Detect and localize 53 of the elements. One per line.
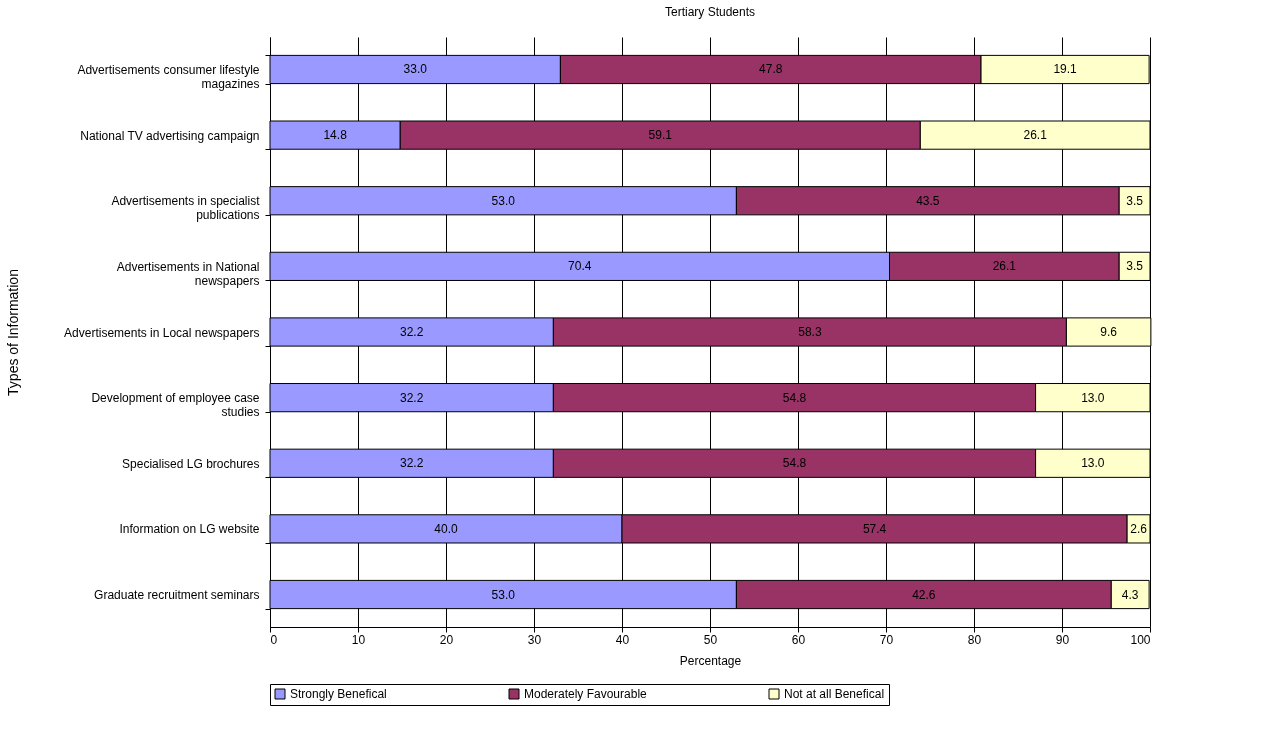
y-axis-title: Types of Information [4,269,21,396]
x-tick-label: 0 [270,632,278,647]
data-label: 3.5 [1126,193,1144,208]
data-label: 59.1 [648,128,673,143]
data-label: 54.8 [782,390,807,405]
data-label: 57.4 [862,521,887,536]
chart-title: Tertiary Students [664,5,756,19]
data-label: 53.0 [491,193,516,208]
data-label: 2.6 [1130,521,1148,536]
x-tick-label: 60 [791,632,806,647]
data-label: 42.6 [912,587,936,602]
data-label: 33.0 [403,62,428,77]
data-label: 70.4 [568,259,592,274]
x-tick-label: 20 [439,632,454,647]
x-tick-label: 70 [879,632,894,647]
data-label: 53.0 [491,587,516,602]
x-tick-label: 10 [351,632,366,647]
y-tick-label: Advertisements in Local newspapers [64,325,260,340]
legend-label: Not at all Benefical [784,687,885,701]
x-tick-label: 80 [967,632,982,647]
data-label: 32.2 [400,456,424,471]
data-label: 40.0 [434,521,458,536]
data-label: 47.8 [759,62,783,77]
legend-label: Strongly Benefical [290,687,387,701]
data-label: 32.2 [400,325,424,339]
data-label: 43.5 [916,193,940,208]
data-label: 58.3 [798,325,822,339]
legend-label: Moderately Favourable [524,687,648,701]
y-tick-label: National TV advertising campaign [80,128,260,143]
x-tick-label: 100 [1130,632,1151,647]
y-tick-label: Advertisements consumer lifestyle magazines [77,62,260,91]
data-label: 26.1 [1023,128,1048,143]
y-tick-label: Information on LG website [119,522,260,537]
y-tick-label: Development of employee case studies [91,391,260,420]
y-tick-label: Advertisements in specialist publications [111,194,261,223]
data-label: 3.5 [1126,259,1144,274]
x-axis-title: Percentage [679,653,742,668]
y-tick-label: Specialised LG brochures [122,456,260,471]
data-label: 14.8 [323,128,348,143]
data-label: 13.0 [1081,390,1105,405]
data-label: 9.6 [1100,325,1118,339]
y-tick-label: Graduate recruitment seminars [94,588,260,603]
data-label: 13.0 [1081,456,1105,471]
data-label: 4.3 [1121,587,1139,602]
data-label: 32.2 [400,390,424,405]
x-tick-label: 30 [527,632,542,647]
x-tick-label: 50 [703,632,718,647]
data-label: 54.8 [782,456,807,471]
x-tick-label: 40 [615,632,630,647]
y-tick-label: Advertisements in National newspapers [116,259,260,288]
data-label: 26.1 [992,259,1017,274]
x-tick-label: 90 [1055,632,1070,647]
data-label: 19.1 [1053,62,1078,77]
